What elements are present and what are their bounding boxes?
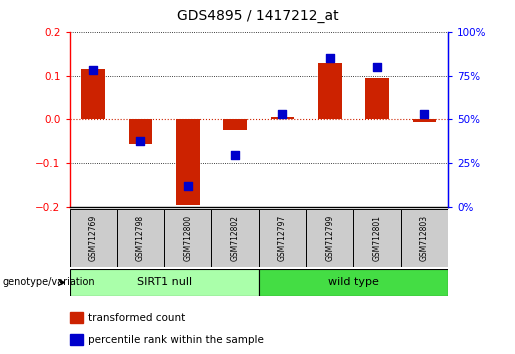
- Text: GSM712797: GSM712797: [278, 215, 287, 261]
- Point: [136, 138, 145, 143]
- Point: [89, 68, 97, 73]
- Point: [373, 64, 381, 70]
- Text: GSM712802: GSM712802: [231, 215, 239, 261]
- Text: genotype/variation: genotype/variation: [3, 278, 95, 287]
- Point: [231, 152, 239, 157]
- Text: GSM712799: GSM712799: [325, 215, 334, 261]
- Bar: [413, 120, 436, 122]
- FancyBboxPatch shape: [164, 209, 212, 267]
- FancyBboxPatch shape: [117, 209, 164, 267]
- Point: [278, 112, 286, 117]
- Bar: [176, 120, 200, 205]
- Bar: [70, 334, 83, 345]
- Text: percentile rank within the sample: percentile rank within the sample: [89, 335, 264, 345]
- FancyBboxPatch shape: [70, 269, 259, 296]
- FancyBboxPatch shape: [259, 269, 448, 296]
- FancyBboxPatch shape: [306, 209, 353, 267]
- Point: [325, 55, 334, 61]
- Bar: [270, 117, 294, 120]
- FancyBboxPatch shape: [353, 209, 401, 267]
- Point: [184, 183, 192, 189]
- Text: GSM712769: GSM712769: [89, 215, 98, 261]
- Text: wild type: wild type: [328, 277, 379, 287]
- Bar: [129, 120, 152, 144]
- Text: GSM712800: GSM712800: [183, 215, 192, 261]
- Text: SIRT1 null: SIRT1 null: [136, 277, 192, 287]
- Bar: [81, 69, 105, 120]
- FancyBboxPatch shape: [401, 209, 448, 267]
- Bar: [365, 78, 389, 120]
- Bar: [70, 312, 83, 323]
- Text: GSM712801: GSM712801: [372, 215, 382, 261]
- Bar: [224, 120, 247, 130]
- FancyBboxPatch shape: [70, 209, 117, 267]
- Bar: [318, 63, 341, 120]
- FancyBboxPatch shape: [212, 209, 259, 267]
- Text: transformed count: transformed count: [89, 313, 186, 323]
- FancyBboxPatch shape: [259, 209, 306, 267]
- Text: GSM712803: GSM712803: [420, 215, 429, 261]
- Text: GSM712798: GSM712798: [136, 215, 145, 261]
- Point: [420, 112, 428, 117]
- Text: GDS4895 / 1417212_at: GDS4895 / 1417212_at: [177, 9, 338, 23]
